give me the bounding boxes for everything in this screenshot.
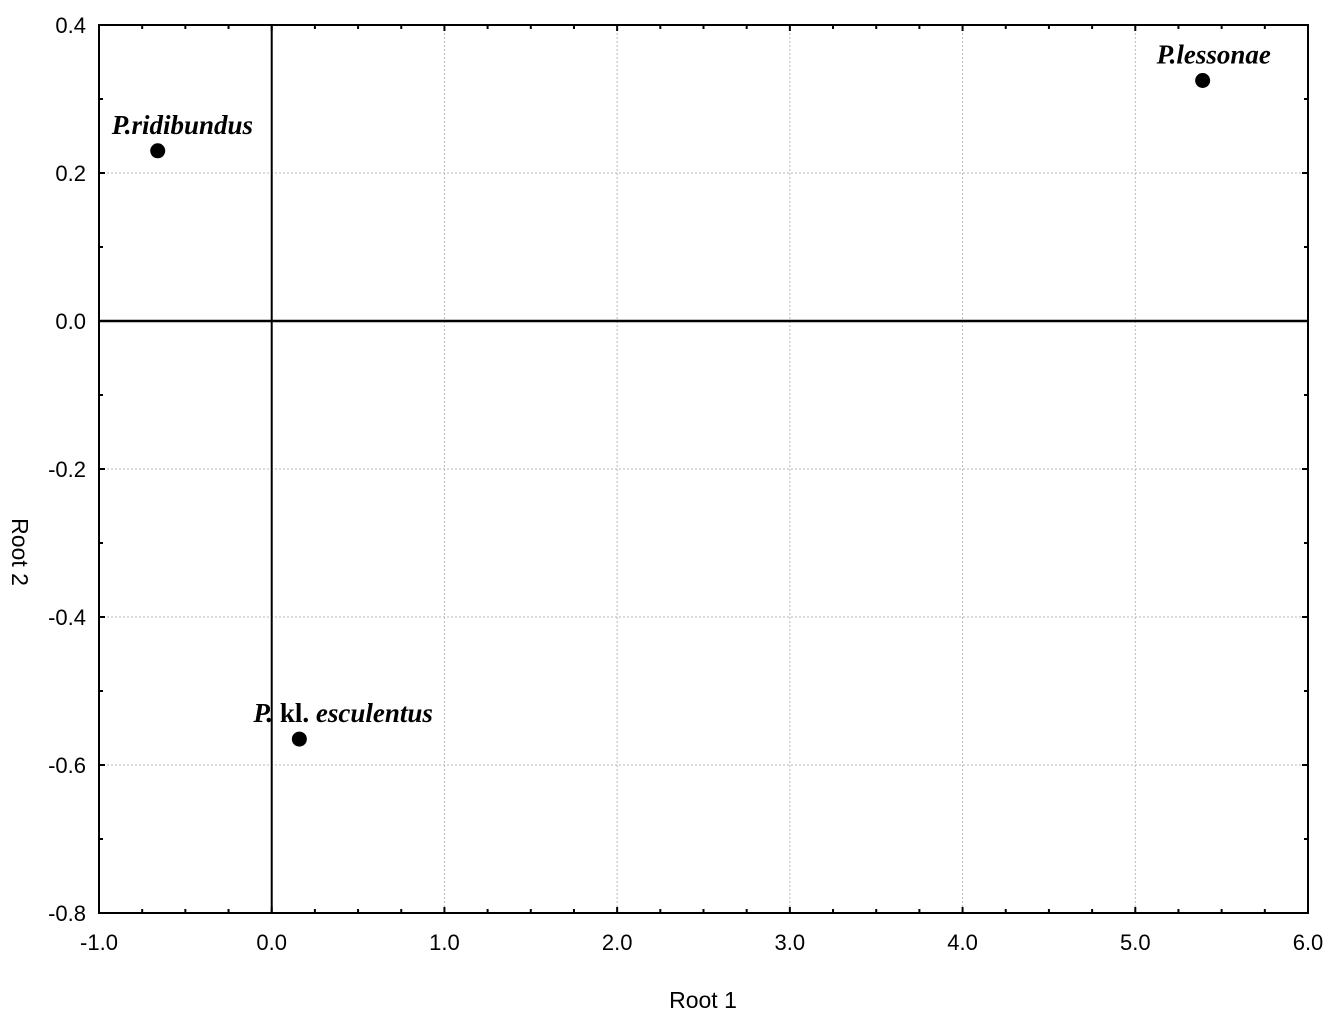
y-tick-label: -0.4 bbox=[48, 605, 86, 630]
x-tick-label: 0.0 bbox=[256, 930, 287, 955]
point-labels: P.ridibundus P.lessonae P. kl. esculentus bbox=[111, 40, 1271, 729]
x-tick-label: 3.0 bbox=[775, 930, 806, 955]
y-tick-label: 0.2 bbox=[55, 161, 86, 186]
point-label-part: P.ridibundus bbox=[111, 110, 253, 140]
x-tick-label: 2.0 bbox=[602, 930, 633, 955]
point-label: P.lessonae bbox=[1156, 40, 1271, 70]
data-points bbox=[150, 73, 1211, 747]
point-label: P. kl. esculentus bbox=[252, 698, 433, 728]
data-point bbox=[291, 731, 307, 747]
x-tick-labels: -1.0 0.0 1.0 2.0 3.0 4.0 5.0 6.0 bbox=[80, 930, 1323, 955]
grid-lines bbox=[99, 25, 1308, 913]
x-tick-label: 5.0 bbox=[1120, 930, 1151, 955]
data-point bbox=[1195, 73, 1211, 88]
point-label-part: kl. bbox=[273, 698, 316, 728]
y-tick-label: -0.6 bbox=[48, 753, 86, 778]
y-tick-label: 0.0 bbox=[55, 309, 86, 334]
y-tick-label: -0.8 bbox=[48, 901, 86, 926]
point-label: P.ridibundus bbox=[111, 110, 253, 140]
zero-lines bbox=[99, 25, 1308, 913]
point-label-part: P. bbox=[252, 698, 273, 728]
x-tick-label: -1.0 bbox=[80, 930, 118, 955]
y-tick-label: 0.4 bbox=[55, 13, 86, 38]
x-tick-label: 4.0 bbox=[947, 930, 978, 955]
point-label-part: P.lessonae bbox=[1156, 40, 1271, 70]
y-tick-label: -0.2 bbox=[48, 457, 86, 482]
y-tick-labels: -0.8 -0.6 -0.4 -0.2 0.0 0.2 0.4 bbox=[48, 13, 86, 926]
y-axis-title: Root 2 bbox=[7, 518, 33, 586]
x-tick-label: 6.0 bbox=[1293, 930, 1324, 955]
point-label-part: esculentus bbox=[316, 698, 433, 728]
data-point bbox=[150, 143, 166, 159]
x-tick-label: 1.0 bbox=[429, 930, 460, 955]
tick-marks bbox=[98, 24, 1309, 914]
x-axis-title: Root 1 bbox=[669, 987, 737, 1013]
